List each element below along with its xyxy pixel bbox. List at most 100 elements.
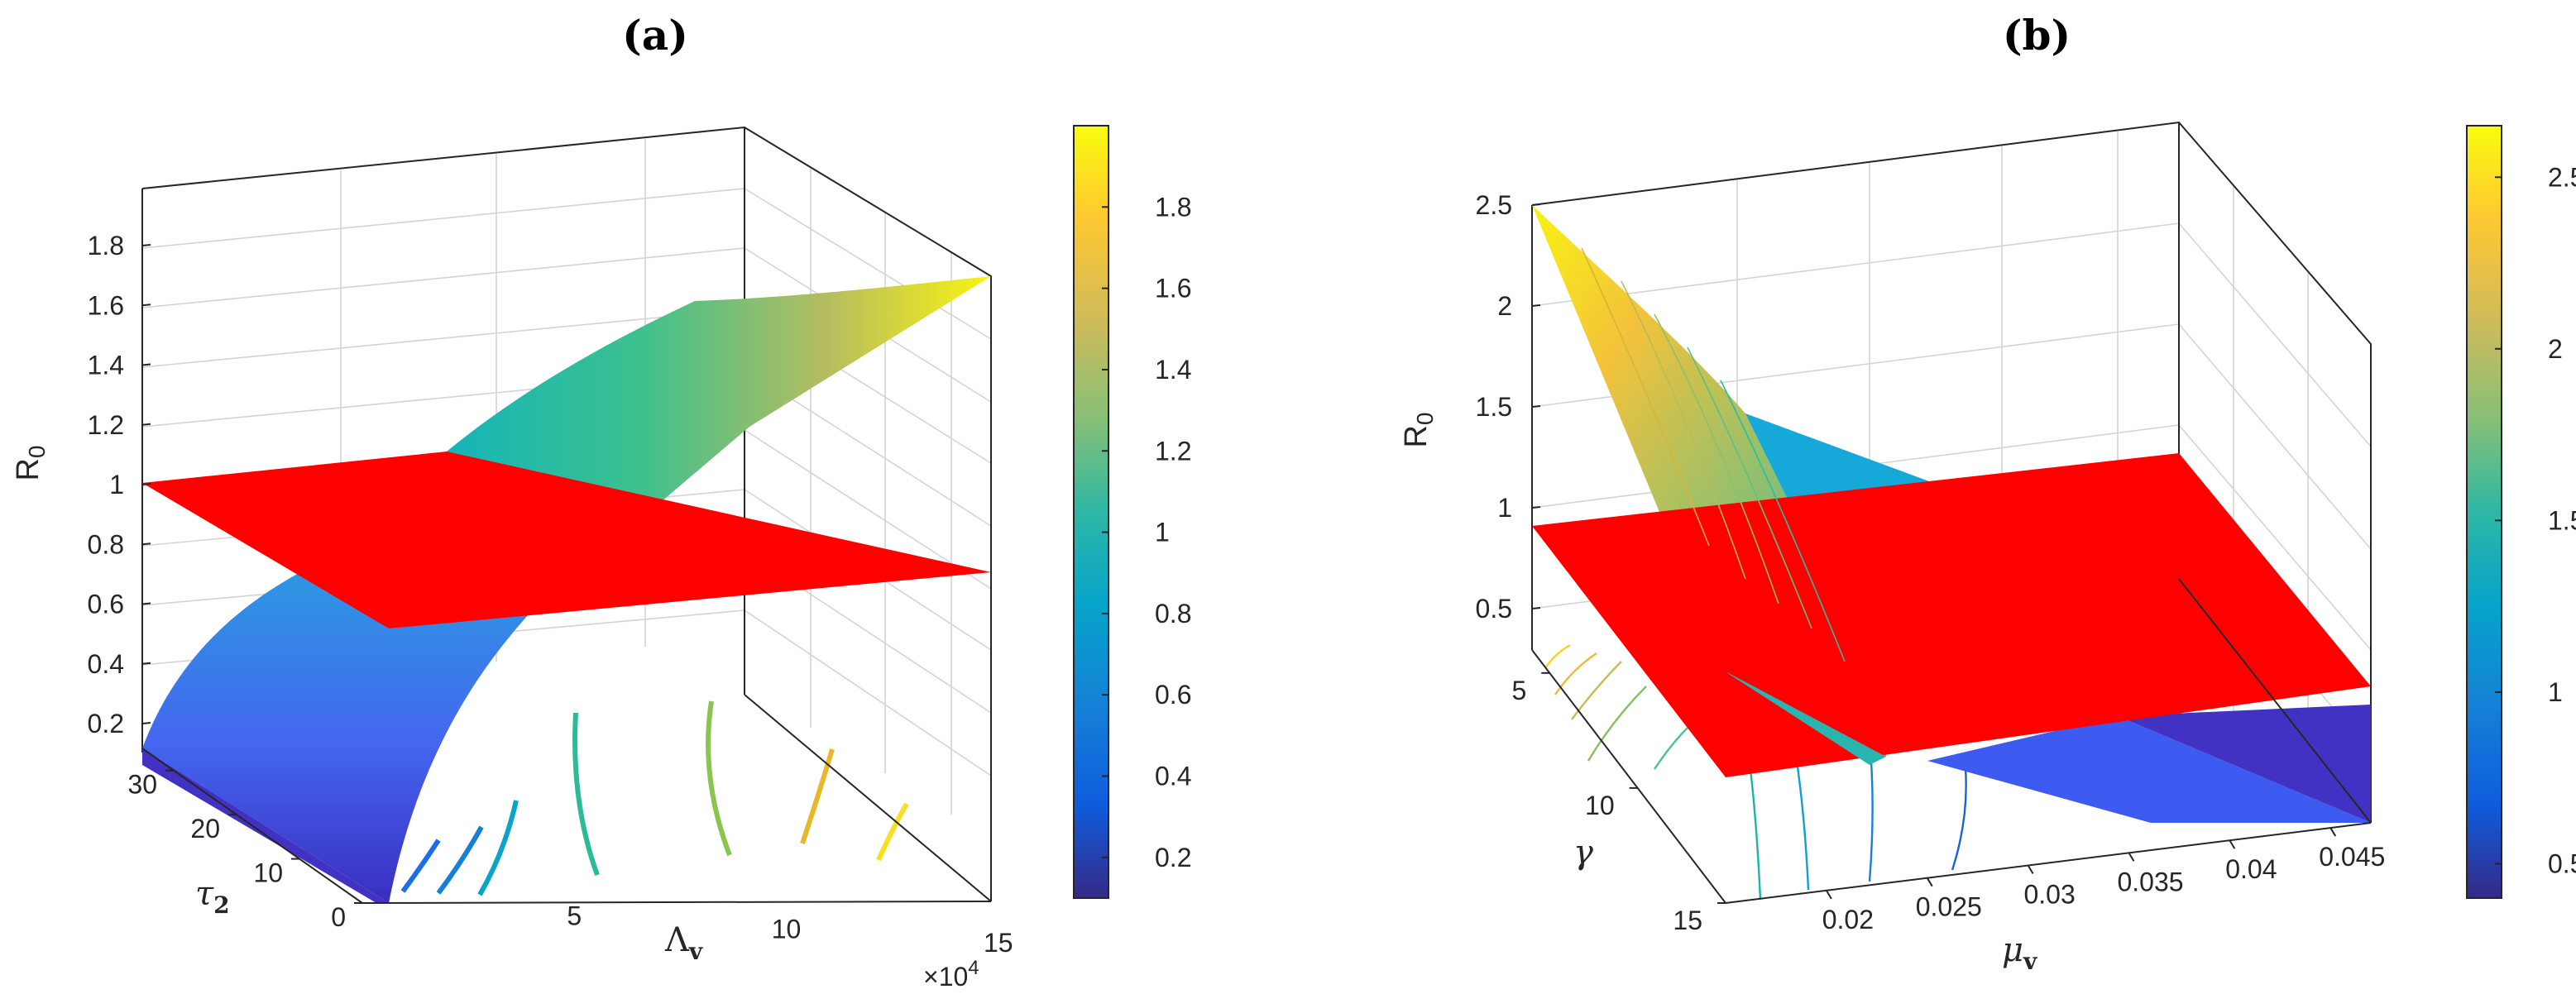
contour-line (1554, 652, 1597, 695)
x-tick-label: 0.03 (2023, 880, 2075, 910)
colorbar-tick-label: 1.4 (1155, 355, 1191, 385)
z-tick-label: 0.8 (88, 529, 124, 559)
surface-fringe (142, 748, 389, 903)
panel-a-zlabel: R0 (11, 445, 50, 480)
z-tick-label-mark (141, 542, 151, 546)
panel-b: (b) (1399, 11, 2576, 975)
contour-line (572, 712, 600, 877)
z-tick-label-mark (1531, 304, 1541, 307)
contour-line (1749, 768, 1762, 901)
surface-bottom (1927, 716, 2371, 823)
x-tick-label: 0.045 (2319, 842, 2385, 872)
panel-a-colorbar: 0.2 0.4 0.6 0.8 1 1.2 1.4 1.6 1.8 (1073, 125, 1191, 899)
x-tick-label-mark (2128, 852, 2135, 862)
x-tick-label-mark (2027, 865, 2034, 875)
z-tick-label-mark (141, 423, 151, 426)
colorbar-tick-label: 0.4 (1155, 762, 1191, 791)
panel-a-contours (400, 700, 909, 896)
panel-b-ylabel: γ (1573, 834, 1593, 872)
surface-low (142, 550, 529, 903)
x-tick-label-mark (1926, 877, 1933, 887)
contour-line (800, 748, 835, 844)
panel-a-colorbar-ticks: 0.2 0.4 0.6 0.8 1 1.2 1.4 1.6 1.8 (1102, 192, 1191, 872)
x-tick-label: 0.04 (2225, 854, 2277, 884)
z-tick-label-mark (141, 483, 151, 485)
z-tick-label: 1 (109, 470, 124, 499)
z-tick-label-mark (1531, 203, 1541, 206)
z-tick-label: 2.5 (1476, 190, 1512, 220)
colorbar-tick-label: 1.8 (1155, 192, 1191, 222)
z-tick-label-mark (1531, 607, 1541, 609)
z-tick-label-mark (141, 244, 151, 246)
panel-b-surface-lines (1581, 247, 1846, 662)
z-tick-label: 2 (1497, 291, 1512, 321)
contour-line (1868, 760, 1874, 882)
colorbar-tick-label: 1 (2548, 677, 2563, 707)
z-tick-label-mark (1531, 405, 1541, 408)
x-tick-label: 5 (567, 901, 582, 930)
panel-a: (a) (11, 11, 1191, 992)
panel-b-xlabel: μv (2002, 931, 2037, 975)
colorbar-tick-label: 0.2 (1155, 843, 1191, 872)
z-tick-label: 1.8 (88, 231, 124, 260)
panel-a-x-ticks: 5 10 15 (567, 901, 1013, 958)
contour-line (1795, 760, 1810, 891)
y-tick-label: 0 (331, 902, 346, 932)
panel-a-axes-front (141, 694, 992, 904)
z-tick-label-mark (141, 722, 151, 724)
colorbar-tick-label: 1.2 (1155, 436, 1191, 466)
z-tick-label: 1.2 (88, 410, 124, 440)
panel-a-z-ticks: 0.2 0.4 0.6 0.8 1 1.2 1.4 1.6 1.8 (88, 231, 151, 738)
z-tick-label: 0.5 (1476, 594, 1512, 624)
panel-a-label: (a) (622, 11, 688, 60)
z-tick-label-mark (1531, 506, 1541, 509)
y-tick-label: 15 (1673, 906, 1702, 935)
x-tick-label: 0.02 (1822, 905, 1874, 934)
panel-b-z-ticks: 0.5 1 1.5 2 2.5 (1476, 190, 1541, 624)
x-tick-label-mark (2329, 827, 2337, 837)
panel-a-y-ticks: 0 10 20 30 (127, 769, 362, 932)
panel-b-label: (b) (2003, 11, 2071, 60)
plane-z1 (142, 452, 991, 628)
colorbar-tick-label: 0.6 (1155, 680, 1191, 710)
contour-line (1951, 768, 1967, 871)
contour-line (436, 825, 484, 895)
y-tick-label: 10 (253, 858, 283, 888)
z-tick-label-mark (141, 303, 151, 307)
colorbar-tick-label: 2 (2548, 334, 2563, 364)
contour-line (1544, 643, 1571, 669)
z-tick-label-mark (141, 363, 151, 366)
panel-b-colorbar: 0.5 1 1.5 2 2.5 (2466, 125, 2576, 899)
panel-b-y-ticks: 5 10 15 (1511, 671, 1726, 935)
plane-z1 (1532, 453, 2371, 777)
x-tick-label: 0.025 (1916, 892, 1982, 922)
panel-b-axes-front (1531, 578, 2372, 904)
surface-line (1621, 280, 1746, 580)
panel-a-ylabel: τ2 (195, 875, 230, 919)
z-tick-label: 1 (1497, 493, 1512, 523)
x-tick-label-mark (2229, 839, 2236, 849)
colorbar-a-bar (1073, 125, 1109, 899)
y-tick-label: 20 (190, 814, 220, 843)
contour-line (876, 802, 909, 862)
z-tick-label: 0.6 (88, 590, 124, 619)
colorbar-tick-label: 2.5 (2548, 162, 2576, 192)
y-tick-label: 5 (1511, 676, 1526, 705)
x-tick-label: 10 (772, 915, 802, 944)
z-tick-label: 1.4 (88, 351, 124, 380)
colorbar-b-bar (2466, 125, 2502, 899)
surface-line (1654, 313, 1779, 605)
surface-line (1687, 346, 1812, 629)
x-tick-label: 15 (984, 928, 1013, 958)
z-tick-label: 0.4 (88, 649, 124, 679)
y-tick-label: 10 (1585, 791, 1615, 820)
panel-a-xlabel: Λv (664, 921, 703, 965)
x-tick-label: 0.035 (2117, 867, 2183, 896)
colorbar-tick-label: 0.5 (2548, 848, 2576, 878)
colorbar-tick-label: 1.5 (2548, 505, 2576, 535)
colorbar-tick-label: 1 (1155, 518, 1170, 547)
contour-line (1571, 661, 1622, 720)
contour-line (706, 700, 732, 857)
panel-b-contours (1544, 643, 1967, 901)
